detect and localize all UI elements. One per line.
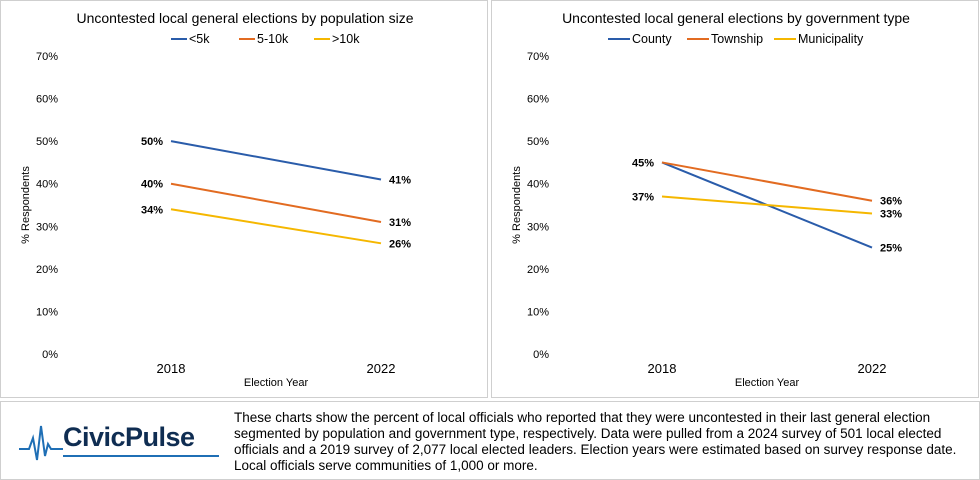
chart-panel-population: Uncontested local general elections by p… (0, 0, 488, 398)
y-tick-label: 30% (527, 221, 549, 233)
legend-label-10k: >10k (332, 32, 360, 46)
series-line-5k (170, 140, 382, 181)
y-tick-label: 10% (36, 306, 58, 318)
legend-label-municipality: Municipality (798, 32, 864, 46)
series-line-municipality (661, 195, 873, 215)
x-axis-label: Election Year (244, 377, 309, 389)
y-tick-label: 0% (42, 349, 58, 361)
data-label-county-2018: 45% (632, 157, 654, 169)
y-tick-label: 70% (527, 51, 549, 63)
series-line-5-10k (170, 182, 382, 224)
data-label-10k-2018: 34% (141, 204, 163, 216)
y-tick-label: 60% (36, 94, 58, 106)
y-tick-label: 50% (527, 136, 549, 148)
x-axis-label: Election Year (735, 377, 800, 389)
logo-wordmark: CivicPulse (63, 422, 195, 452)
line-chart-government: Uncontested local general elections by g… (511, 10, 910, 389)
y-tick-label: 50% (36, 136, 58, 148)
y-tick-label: 40% (36, 179, 58, 191)
data-label-township-2022: 36% (880, 196, 902, 208)
series-line-township (661, 161, 873, 202)
y-tick-label: 70% (36, 51, 58, 63)
y-axis-label: % Respondents (20, 166, 32, 244)
civicpulse-logo: CivicPulse (19, 416, 219, 466)
chart-description: These charts show the percent of local o… (234, 410, 957, 473)
legend-label-county: County (632, 32, 672, 46)
chart-title: Uncontested local general elections by p… (77, 10, 414, 26)
y-tick-label: 20% (36, 264, 58, 276)
x-tick-label: 2018 (157, 361, 186, 376)
series-line-10k (170, 208, 382, 245)
legend-label-5k: <5k (189, 32, 210, 46)
line-chart-population: Uncontested local general elections by p… (20, 10, 414, 389)
y-tick-label: 30% (36, 221, 58, 233)
data-label-5k-2022: 41% (389, 174, 411, 186)
x-tick-label: 2018 (648, 361, 677, 376)
data-label-county-2022: 25% (880, 243, 902, 255)
data-label-5-10k-2018: 40% (141, 179, 163, 191)
pulse-line-icon (19, 425, 219, 461)
legend-label-township: Township (711, 32, 763, 46)
chart-title: Uncontested local general elections by g… (562, 10, 910, 26)
x-tick-label: 2022 (858, 361, 887, 376)
x-tick-label: 2022 (367, 361, 396, 376)
y-tick-label: 60% (527, 94, 549, 106)
data-label-municipality-2018: 37% (632, 191, 654, 203)
data-label-5-10k-2022: 31% (389, 217, 411, 229)
y-tick-label: 20% (527, 264, 549, 276)
y-tick-label: 10% (527, 306, 549, 318)
y-tick-label: 40% (527, 179, 549, 191)
footer-caption: CivicPulse These charts show the percent… (0, 401, 980, 480)
y-axis-label: % Respondents (511, 166, 523, 244)
data-label-5k-2018: 50% (141, 136, 163, 148)
chart-panel-government: Uncontested local general elections by g… (491, 0, 979, 398)
data-label-municipality-2022: 33% (880, 209, 902, 221)
data-label-10k-2022: 26% (389, 238, 411, 250)
legend-label-5-10k: 5-10k (257, 32, 289, 46)
y-tick-label: 0% (533, 349, 549, 361)
